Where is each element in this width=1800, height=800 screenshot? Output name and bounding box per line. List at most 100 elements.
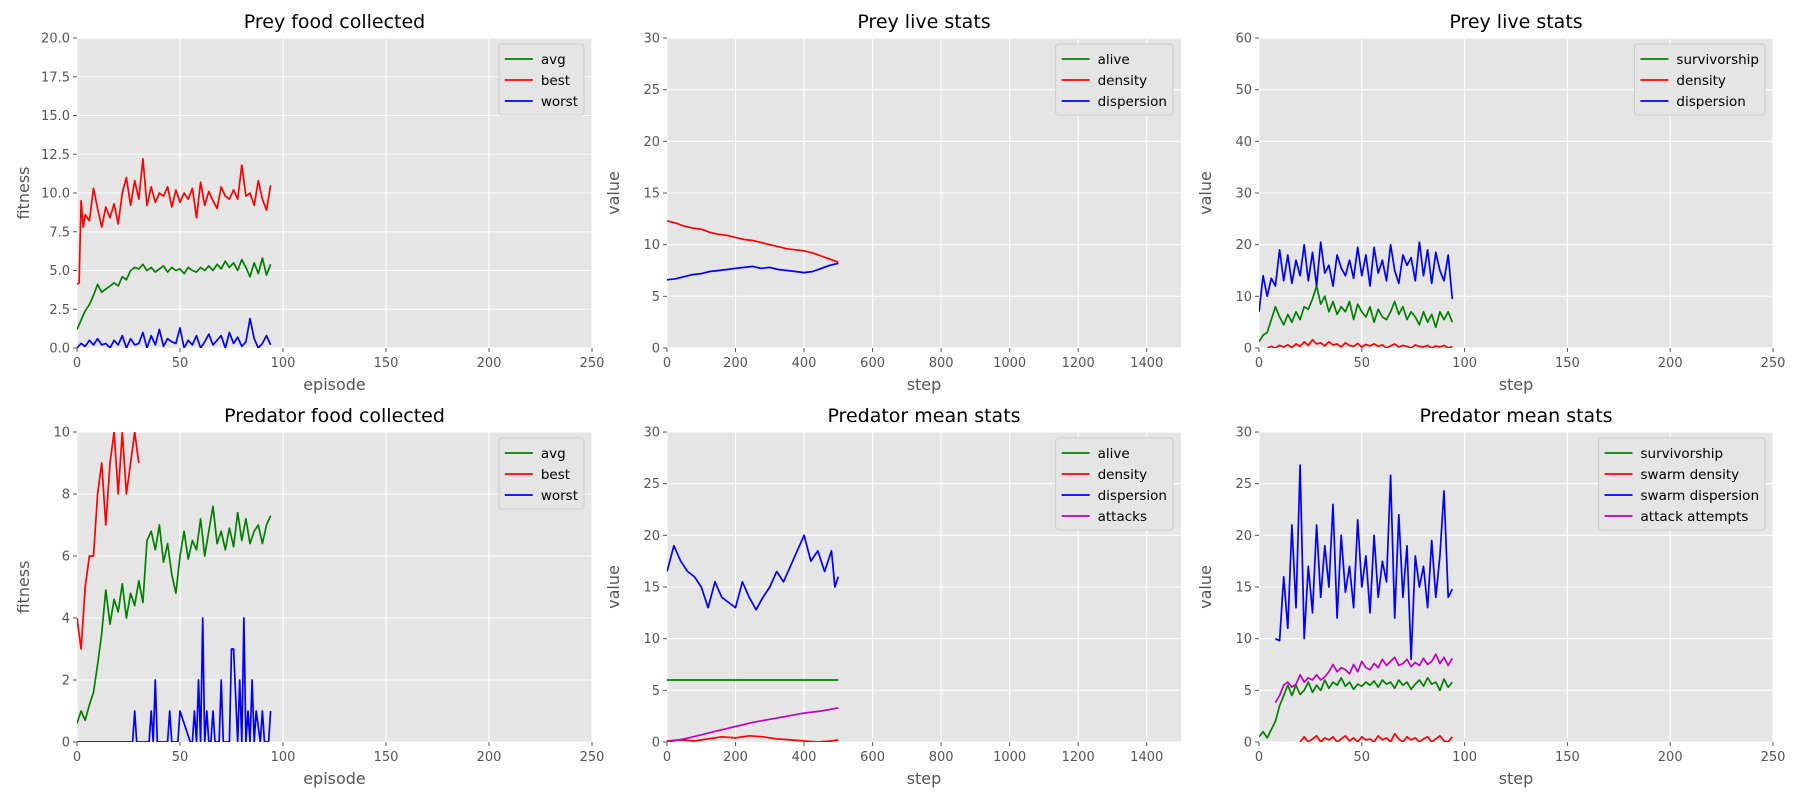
y-tick-label: 30 [643, 426, 660, 441]
legend-box [498, 437, 585, 510]
legend-label: dispersion [1676, 94, 1745, 110]
legend-label: best [541, 467, 570, 483]
series-line-attack-attempts [1274, 653, 1454, 704]
x-axis-label: step [1499, 375, 1534, 394]
series-line-best [77, 432, 140, 650]
x-tick-label: 150 [1555, 750, 1580, 765]
chart-panel-5: 0 200 400 600 800 1000 1200 1400 0 5 10 15 20 25 30 Pre… [604, 405, 1181, 788]
y-tick-label: 20 [1235, 529, 1252, 544]
legend-label: worst [541, 94, 578, 110]
x-tick-label: 400 [792, 356, 817, 371]
y-tick-label: 40 [1235, 135, 1252, 150]
legend-label: alive [1098, 446, 1130, 462]
series-line-swarm-dispersion [1275, 464, 1454, 661]
series-line-avg [77, 505, 272, 724]
legend: survivorship swarm density swarm dispersio… [1598, 437, 1766, 531]
legend-label: dispersion [1098, 94, 1167, 110]
y-tick-label: 10 [643, 238, 660, 253]
series-line-density [1266, 338, 1453, 348]
y-tick-label: 0 [1244, 342, 1252, 357]
series-line-density [667, 734, 839, 742]
y-tick-label: 25 [1235, 477, 1252, 492]
x-tick-label: 100 [271, 356, 296, 371]
legend-label: swarm dispersion [1641, 488, 1759, 504]
y-tick-label: 0.0 [49, 342, 70, 357]
legend-label: dispersion [1098, 488, 1167, 504]
x-tick-label: 100 [271, 750, 296, 765]
legend-box [1055, 43, 1174, 116]
y-tick-label: 2 [62, 674, 70, 689]
y-tick-label: 0 [62, 736, 70, 751]
legend-label: survivorship [1641, 446, 1724, 462]
x-tick-label: 600 [860, 356, 885, 371]
x-tick-label: 250 [1761, 356, 1786, 371]
y-tick-label: 5 [652, 684, 660, 699]
x-tick-label: 800 [929, 356, 954, 371]
chart-title: Prey food collected [244, 11, 426, 33]
x-tick-label: 200 [723, 356, 748, 371]
x-axis-label: step [907, 769, 942, 788]
x-tick-label: 50 [172, 356, 189, 371]
legend: survivorship density dispersion [1633, 43, 1766, 116]
y-tick-label: 10 [643, 632, 660, 647]
y-tick-label: 15 [643, 581, 660, 596]
x-tick-label: 200 [723, 750, 748, 765]
legend-label: attacks [1098, 509, 1147, 525]
chart-panel-2: 0 200 400 600 800 1000 1200 1400 0 5 10 15 20 25 30 Pre… [604, 11, 1181, 394]
y-tick-label: 5 [1244, 684, 1252, 699]
y-tick-label: 60 [1235, 32, 1252, 47]
x-tick-label: 1400 [1130, 356, 1163, 371]
x-tick-label: 100 [1452, 356, 1477, 371]
y-tick-label: 30 [643, 32, 660, 47]
y-tick-label: 10 [53, 426, 70, 441]
y-tick-label: 10 [1235, 632, 1252, 647]
legend-box [1055, 437, 1174, 531]
x-tick-label: 800 [929, 750, 954, 765]
x-tick-label: 250 [580, 750, 605, 765]
x-tick-label: 150 [1555, 356, 1580, 371]
x-axis-label: episode [303, 769, 366, 788]
y-tick-label: 12.5 [41, 148, 70, 163]
legend-label: swarm density [1641, 467, 1740, 483]
legend-label: avg [541, 52, 566, 68]
x-tick-label: 600 [860, 750, 885, 765]
series-line-density [667, 220, 839, 263]
chart-title: Prey live stats [857, 11, 990, 33]
x-tick-label: 250 [580, 356, 605, 371]
x-tick-label: 0 [663, 750, 671, 765]
y-tick-label: 30 [1235, 187, 1252, 202]
y-tick-label: 6 [62, 550, 70, 565]
x-tick-label: 200 [477, 750, 502, 765]
chart-title: Predator mean stats [827, 405, 1020, 427]
y-tick-label: 20 [1235, 238, 1252, 253]
series-line-best [77, 158, 272, 286]
x-tick-label: 200 [1658, 356, 1683, 371]
y-tick-label: 20 [643, 135, 660, 150]
y-axis-label: value [604, 171, 623, 215]
chart-title: Predator food collected [224, 405, 445, 427]
x-axis-label: episode [303, 375, 366, 394]
series-line-avg [77, 257, 272, 330]
legend-label: attack attempts [1641, 509, 1749, 525]
legend: avg best worst [498, 437, 585, 510]
y-axis-label: fitness [14, 560, 33, 613]
chart-title: Predator mean stats [1419, 405, 1612, 427]
y-tick-label: 25 [643, 83, 660, 98]
y-tick-label: 10 [1235, 290, 1252, 305]
x-tick-label: 0 [1255, 750, 1263, 765]
x-tick-label: 200 [1658, 750, 1683, 765]
series-line-worst [77, 617, 272, 742]
y-tick-label: 2.5 [49, 303, 70, 318]
y-tick-label: 15 [643, 187, 660, 202]
legend: alive density dispersion attacks [1055, 437, 1174, 531]
series-line-dispersion [667, 534, 840, 611]
y-tick-label: 17.5 [41, 70, 70, 85]
series-line-dispersion [667, 262, 839, 281]
y-tick-label: 25 [643, 477, 660, 492]
x-tick-label: 0 [73, 750, 81, 765]
y-tick-label: 0 [652, 342, 660, 357]
x-tick-label: 100 [1452, 750, 1477, 765]
x-axis-label: step [1499, 769, 1534, 788]
x-tick-label: 0 [663, 356, 671, 371]
